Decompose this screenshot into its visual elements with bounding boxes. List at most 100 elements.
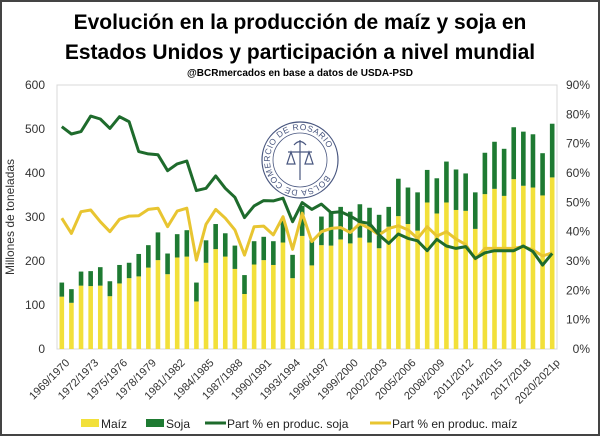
bar-soja	[521, 131, 526, 186]
y-tick-label: 200	[25, 254, 45, 268]
bar-maiz	[107, 296, 113, 349]
bar-soja	[338, 206, 343, 240]
bar-maiz	[472, 228, 478, 349]
bar-maiz	[126, 278, 132, 349]
y-axis-ticks: 0 100 200 300 400 500 600	[25, 78, 45, 356]
bar-maiz	[136, 276, 142, 349]
bar-soja	[540, 153, 545, 196]
y-tick-label: 500	[25, 122, 45, 136]
bar-maiz	[203, 262, 209, 349]
bar-soja	[386, 206, 392, 227]
bar-maiz	[396, 216, 401, 349]
bar-maiz	[251, 264, 257, 349]
legend-item-soja: Soja	[146, 417, 190, 431]
bar-maiz	[299, 235, 305, 349]
legend-label-maiz: Maíz	[101, 417, 127, 431]
bar-maiz	[482, 194, 488, 349]
bar-soja	[184, 230, 190, 257]
bar-soja	[424, 169, 430, 203]
bar-soja	[146, 245, 151, 268]
bar-maiz	[184, 256, 190, 349]
legend-label-soja: Soja	[166, 417, 190, 431]
bar-maiz	[78, 285, 84, 349]
bar-soja	[117, 264, 122, 284]
bar-soja	[213, 224, 218, 250]
bar-soja	[415, 192, 420, 231]
bar-maiz	[97, 285, 103, 349]
bar-maiz	[511, 179, 517, 349]
bar-maiz	[444, 202, 449, 349]
scales-of-justice-icon	[286, 140, 314, 180]
bar-maiz	[463, 210, 468, 349]
bar-soja	[97, 267, 103, 286]
bar-maiz	[146, 267, 151, 349]
bar-maiz	[386, 226, 392, 349]
bar-maiz	[501, 195, 507, 349]
bar-soja	[463, 173, 468, 211]
bar-maiz	[530, 187, 536, 349]
bar-maiz	[434, 213, 440, 349]
bar-soja	[501, 148, 507, 196]
legend-swatch-soja	[146, 419, 164, 427]
y-tick-label: 100	[25, 298, 45, 312]
bar-soja	[290, 254, 295, 279]
bar-soja	[549, 123, 555, 178]
bar-maiz	[194, 301, 199, 349]
y2-tick-label: 10%	[566, 313, 590, 327]
legend-item-part-maiz: Part % en produc. maíz	[370, 417, 517, 431]
y2-tick-label: 70%	[566, 137, 590, 151]
chart-title-line-2: Estados Unidos y participación a nivel m…	[65, 41, 535, 64]
bar-soja	[309, 239, 315, 266]
legend-swatch-maiz	[81, 419, 99, 427]
y2-tick-label: 0%	[573, 342, 591, 356]
bar-soja	[232, 245, 238, 269]
bar-soja	[530, 134, 536, 188]
bar-maiz	[59, 296, 65, 349]
bar-soja	[174, 234, 180, 258]
bar-soja	[280, 220, 286, 243]
bar-maiz	[242, 294, 247, 349]
bar-maiz	[453, 209, 459, 349]
y-tick-label: 300	[25, 210, 45, 224]
bar-maiz	[405, 224, 411, 349]
bar-maiz	[88, 286, 93, 349]
seal-inner-ring	[272, 132, 328, 188]
y-tick-label: 600	[25, 78, 45, 92]
bar-soja	[299, 206, 305, 236]
y-axis-label: Millones de toneladas	[3, 159, 17, 275]
bar-maiz	[549, 177, 555, 349]
y2-tick-label: 30%	[566, 254, 590, 268]
bar-soja	[492, 141, 497, 189]
y2-tick-label: 40%	[566, 225, 590, 239]
bar-soja	[155, 232, 161, 261]
y2-axis-ticks: 0% 10% 20% 30% 40% 50% 60% 70% 80% 90%	[566, 78, 590, 356]
bar-maiz	[367, 242, 372, 349]
y2-tick-label: 50%	[566, 195, 590, 209]
bar-maiz	[357, 237, 363, 349]
bar-maiz	[338, 239, 343, 349]
bar-maiz	[328, 245, 334, 349]
bar-maiz	[155, 260, 161, 349]
chart-title-line-1: Evolución en la producción de maíz y soj…	[74, 11, 527, 34]
bar-maiz	[222, 256, 228, 349]
bar-maiz	[347, 243, 353, 349]
legend-label-part-soja: Part % en produc. soja	[227, 417, 349, 431]
bar-soja	[482, 152, 488, 195]
bar-maiz	[309, 265, 315, 349]
bar-soja	[472, 192, 478, 229]
bar-maiz	[165, 274, 170, 349]
line-series	[60, 114, 554, 267]
y2-tick-label: 60%	[566, 166, 590, 180]
y-tick-label: 400	[25, 166, 45, 180]
bar-soja	[126, 262, 132, 279]
bar-maiz	[492, 188, 497, 349]
plot-area	[56, 84, 558, 350]
bar-soja	[165, 253, 170, 275]
bar-soja	[222, 233, 228, 257]
bar-maiz	[521, 185, 526, 349]
bar-maiz	[540, 195, 545, 349]
legend-item-part-soja: Part % en produc. soja	[205, 417, 349, 431]
bar-soja	[434, 178, 440, 214]
